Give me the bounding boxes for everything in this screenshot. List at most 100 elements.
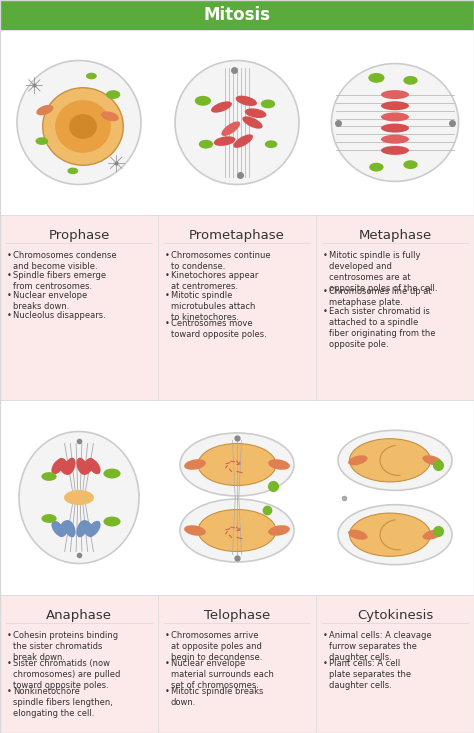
Text: Prophase: Prophase (48, 229, 109, 242)
Ellipse shape (82, 458, 94, 475)
Ellipse shape (403, 76, 418, 85)
FancyBboxPatch shape (0, 400, 474, 595)
Text: •: • (7, 271, 12, 280)
Ellipse shape (82, 520, 94, 537)
Ellipse shape (184, 526, 206, 536)
Text: Mitosis: Mitosis (203, 6, 271, 24)
Ellipse shape (199, 140, 213, 149)
Text: •: • (7, 631, 12, 640)
Ellipse shape (261, 100, 275, 108)
Ellipse shape (180, 433, 294, 496)
Ellipse shape (242, 117, 263, 129)
Text: Sister chromatids (now
chromosomes) are pulled
toward opposite poles.: Sister chromatids (now chromosomes) are … (13, 659, 120, 690)
Text: •: • (7, 659, 12, 668)
Ellipse shape (349, 513, 430, 556)
Ellipse shape (87, 520, 100, 537)
Ellipse shape (195, 96, 211, 106)
Text: Chromosomes condense
and become visible.: Chromosomes condense and become visible. (13, 251, 117, 271)
Ellipse shape (58, 520, 70, 537)
Ellipse shape (422, 455, 442, 465)
Ellipse shape (51, 520, 64, 537)
Text: Nuclear envelope
material surrounds each
set of chromosomes.: Nuclear envelope material surrounds each… (171, 659, 274, 690)
Ellipse shape (403, 161, 418, 169)
Text: •: • (165, 631, 170, 640)
Ellipse shape (422, 530, 442, 539)
Ellipse shape (36, 137, 48, 145)
Ellipse shape (338, 430, 452, 490)
Ellipse shape (198, 443, 276, 485)
Text: •: • (323, 307, 328, 316)
Text: •: • (7, 687, 12, 696)
Text: Chromosomes continue
to condense.: Chromosomes continue to condense. (171, 251, 271, 271)
Text: •: • (165, 291, 170, 301)
Text: Chromosomes line up at
metaphase plate.: Chromosomes line up at metaphase plate. (329, 287, 432, 307)
Ellipse shape (214, 136, 236, 146)
Ellipse shape (221, 122, 240, 136)
Ellipse shape (338, 505, 452, 564)
Text: •: • (323, 251, 328, 260)
Ellipse shape (180, 499, 294, 562)
Ellipse shape (368, 73, 384, 83)
Ellipse shape (184, 459, 206, 470)
Ellipse shape (381, 146, 409, 155)
Text: Plant cells: A cell
plate separates the
daughter cells.: Plant cells: A cell plate separates the … (329, 659, 411, 690)
Text: Nuclear envelope
breaks down.: Nuclear envelope breaks down. (13, 291, 87, 312)
Text: Kinetochores appear
at centromeres.: Kinetochores appear at centromeres. (171, 271, 258, 291)
Text: Nucleolus disappears.: Nucleolus disappears. (13, 312, 106, 320)
Text: •: • (7, 312, 12, 320)
Text: Spindle fibers emerge
from centrosomes.: Spindle fibers emerge from centrosomes. (13, 271, 106, 291)
Ellipse shape (87, 458, 100, 474)
Ellipse shape (43, 88, 123, 165)
Ellipse shape (331, 64, 458, 181)
Ellipse shape (69, 114, 97, 139)
Ellipse shape (381, 90, 409, 99)
Ellipse shape (64, 490, 94, 505)
Text: Chromosomes arrive
at opposite poles and
begin to decondense.: Chromosomes arrive at opposite poles and… (171, 631, 263, 662)
Ellipse shape (175, 61, 299, 185)
Text: Metaphase: Metaphase (358, 229, 432, 242)
Text: Mitotic spindle is fully
developed and
centrosomes are at
opposite poles of the : Mitotic spindle is fully developed and c… (329, 251, 438, 293)
Text: Mitotic spindle breaks
down.: Mitotic spindle breaks down. (171, 687, 264, 707)
Text: •: • (323, 631, 328, 640)
Text: Animal cells: A cleavage
furrow separates the
daughter cells.: Animal cells: A cleavage furrow separate… (329, 631, 432, 662)
FancyBboxPatch shape (0, 0, 474, 30)
Ellipse shape (55, 100, 111, 153)
Text: Each sister chromatid is
attached to a spindle
fiber originating from the
opposi: Each sister chromatid is attached to a s… (329, 307, 436, 349)
Ellipse shape (369, 163, 383, 172)
Ellipse shape (265, 140, 277, 148)
FancyBboxPatch shape (0, 595, 474, 733)
Ellipse shape (381, 135, 409, 144)
Ellipse shape (106, 90, 120, 99)
Ellipse shape (348, 455, 367, 465)
Text: Mitotic spindle
microtubules attach
to kinetochores.: Mitotic spindle microtubules attach to k… (171, 291, 255, 323)
Text: Centrosomes move
toward opposite poles.: Centrosomes move toward opposite poles. (171, 319, 267, 339)
Text: Prometaphase: Prometaphase (189, 229, 285, 242)
Ellipse shape (67, 168, 78, 174)
Ellipse shape (76, 457, 88, 475)
Text: •: • (165, 319, 170, 328)
Ellipse shape (268, 459, 290, 470)
Ellipse shape (236, 95, 257, 106)
FancyBboxPatch shape (0, 215, 474, 400)
Text: Telophase: Telophase (204, 609, 270, 622)
Ellipse shape (51, 458, 64, 474)
Ellipse shape (349, 438, 430, 482)
Ellipse shape (41, 472, 56, 481)
FancyBboxPatch shape (0, 30, 474, 215)
Text: Cytokinesis: Cytokinesis (357, 609, 433, 622)
Ellipse shape (381, 124, 409, 133)
Ellipse shape (17, 61, 141, 185)
Ellipse shape (103, 517, 120, 526)
Ellipse shape (41, 514, 56, 523)
Ellipse shape (103, 468, 120, 479)
Ellipse shape (268, 526, 290, 536)
Text: Anaphase: Anaphase (46, 609, 112, 622)
Ellipse shape (233, 134, 253, 148)
Text: •: • (165, 659, 170, 668)
Ellipse shape (76, 520, 88, 537)
Text: Cohesin proteins binding
the sister chromatids
break down.: Cohesin proteins binding the sister chro… (13, 631, 118, 662)
Ellipse shape (36, 105, 54, 115)
Ellipse shape (245, 108, 266, 118)
Text: •: • (165, 251, 170, 260)
Text: •: • (165, 687, 170, 696)
